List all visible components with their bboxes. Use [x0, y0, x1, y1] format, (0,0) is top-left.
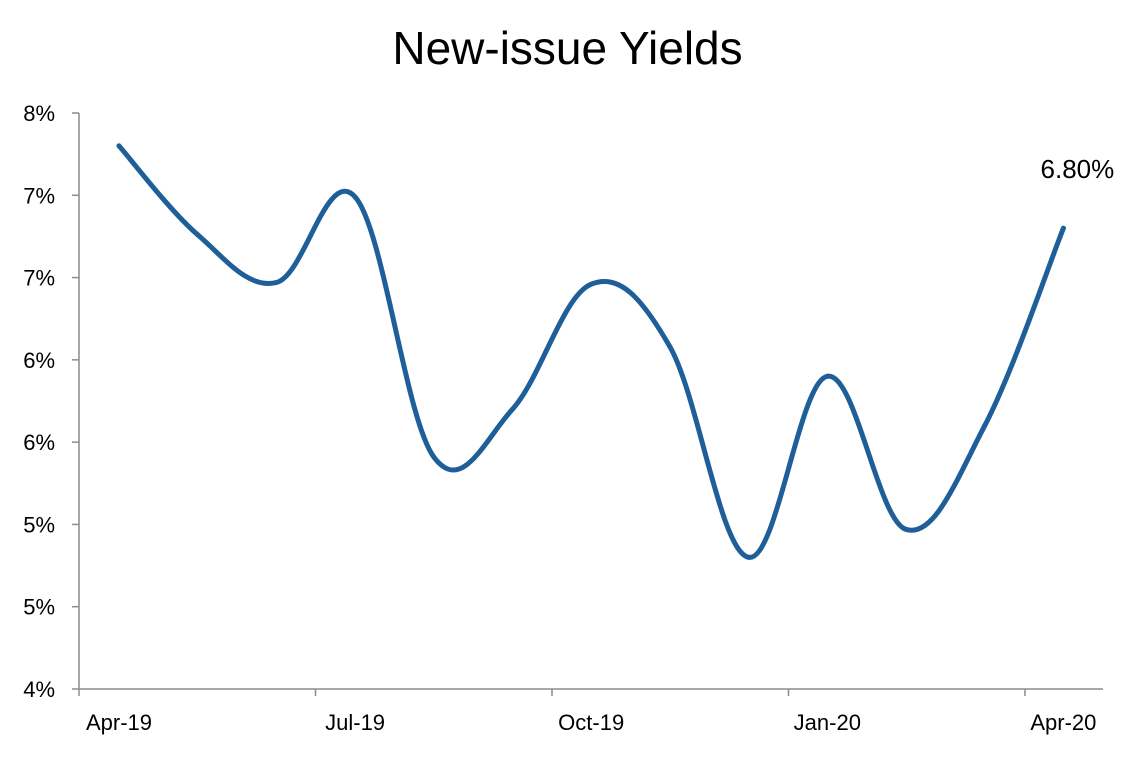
- y-tick-label: 8%: [23, 101, 55, 126]
- y-tick-label: 7%: [23, 183, 55, 208]
- data-point-May-19: [195, 232, 201, 238]
- data-point-Nov-19: [667, 344, 673, 350]
- yield-series-line: [116, 143, 1066, 560]
- y-tick-label: 7%: [23, 266, 55, 291]
- y-tick-label: 5%: [23, 512, 55, 537]
- x-tick-label: Apr-20: [1030, 710, 1096, 735]
- data-point-Mar-20: [982, 423, 988, 429]
- data-point-Jun-19: [273, 280, 279, 285]
- x-tick-label: Jan-20: [794, 710, 861, 735]
- series-layer: [116, 143, 1066, 560]
- data-point-Apr-20: [1060, 225, 1066, 231]
- y-tick-label: 6%: [23, 430, 55, 455]
- x-tick-label: Jul-19: [325, 710, 385, 735]
- x-tick-label: Oct-19: [558, 710, 624, 735]
- data-point-Aug-19: [431, 454, 437, 460]
- data-point-Jul-19: [352, 194, 358, 200]
- chart-title: New-issue Yields: [392, 22, 743, 74]
- data-point-Oct-19: [588, 281, 594, 287]
- annotation-layer: 6.80%: [1041, 154, 1115, 184]
- y-tick-label: 5%: [23, 595, 55, 620]
- data-point-Jan-20: [824, 373, 830, 379]
- data-point-Feb-20: [903, 526, 909, 532]
- data-point-Sep-19: [510, 406, 515, 412]
- data-point-Apr-19: [116, 143, 122, 149]
- y-axis: 8% 7% 7% 6% 6% 5% 5% 4%: [23, 101, 80, 702]
- y-tick-label: 4%: [23, 677, 55, 702]
- x-tick-label: Apr-19: [86, 710, 152, 735]
- data-point-Dec-19: [746, 554, 752, 560]
- data-label-last: 6.80%: [1041, 154, 1115, 184]
- y-tick-label: 6%: [23, 348, 55, 373]
- x-axis: Apr-19 Jul-19 Oct-19 Jan-20 Apr-20: [78, 688, 1103, 735]
